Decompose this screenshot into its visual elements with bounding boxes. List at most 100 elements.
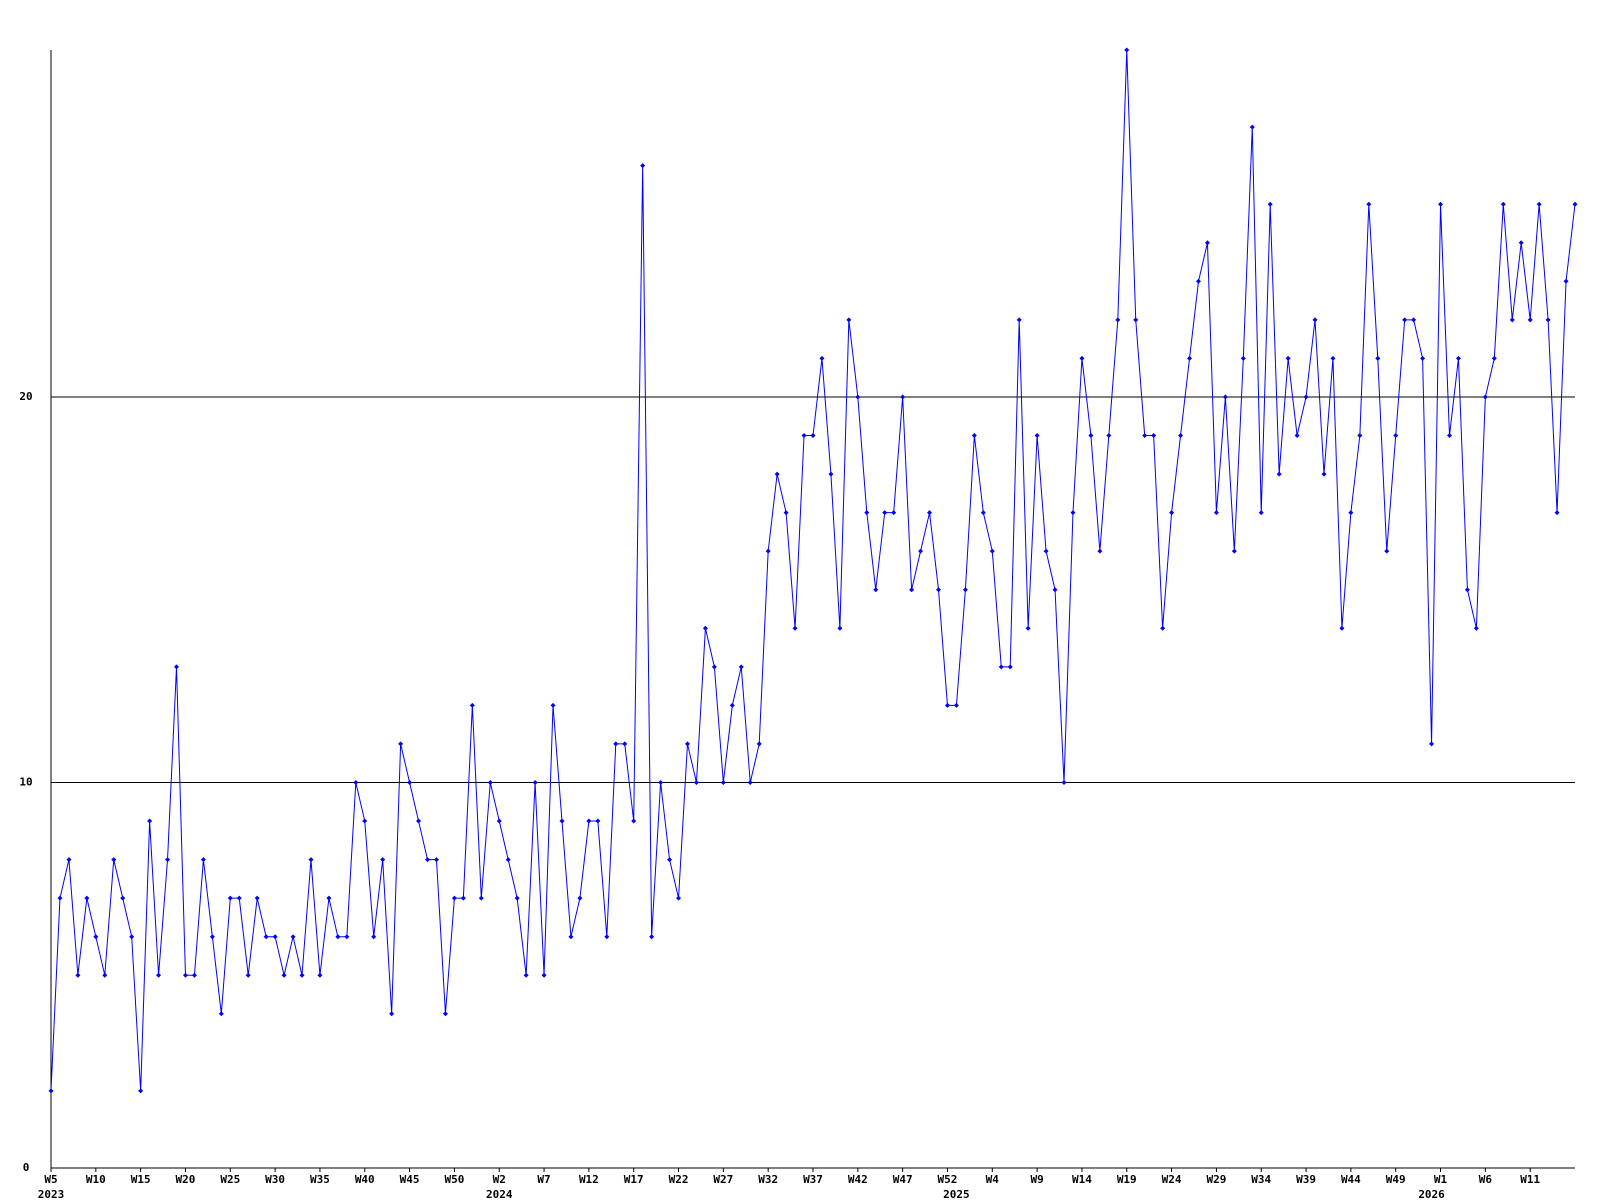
x-tick-label: W15 [131,1173,151,1186]
point [1151,433,1157,439]
point [1052,587,1058,593]
point [1258,510,1264,516]
x-tick-label: W25 [220,1173,240,1186]
point [1321,471,1327,477]
point [523,972,529,978]
point [801,433,807,439]
point [738,664,744,670]
point [290,934,296,940]
point [541,972,547,978]
point [442,1011,448,1017]
x-tick-label: W12 [579,1173,599,1186]
point [156,972,162,978]
x-year-label: 2023 [38,1188,65,1200]
point [927,510,933,516]
point [1249,124,1255,130]
point [953,702,959,708]
x-tick-label: W29 [1206,1173,1226,1186]
point [810,433,816,439]
point [1222,394,1228,400]
point [335,934,341,940]
point [1446,433,1452,439]
point [1294,433,1300,439]
point [1473,625,1479,631]
point [505,857,511,863]
point [649,934,655,940]
point [1545,317,1551,323]
point [1160,625,1166,631]
point [1429,741,1435,747]
x-year-label: 2025 [943,1188,970,1200]
x-tick-label: W34 [1251,1173,1271,1186]
point [308,857,314,863]
point [711,664,717,670]
point [1115,317,1121,323]
point [819,355,825,361]
point [299,972,305,978]
point [720,779,726,785]
x-tick-label: W49 [1386,1173,1406,1186]
point [326,895,332,901]
point [631,818,637,824]
point [747,779,753,785]
x-tick-label: W27 [713,1173,733,1186]
point [344,934,350,940]
point [980,510,986,516]
point [676,895,682,901]
point [989,548,995,554]
point [783,510,789,516]
point [460,895,466,901]
point [1106,433,1112,439]
x-tick-label: W4 [986,1173,1000,1186]
point [1563,278,1569,284]
point [577,895,583,901]
point [514,895,520,901]
x-tick-label: W1 [1434,1173,1448,1186]
point [1384,548,1390,554]
point [1016,317,1022,323]
x-tick-label: W6 [1479,1173,1493,1186]
point [1187,355,1193,361]
x-tick-label: W47 [893,1173,913,1186]
point [837,625,843,631]
x-tick-label: W22 [669,1173,689,1186]
point [667,857,673,863]
point [1572,201,1578,207]
point [1357,433,1363,439]
point [1375,355,1381,361]
point [1079,355,1085,361]
point [380,857,386,863]
x-year-label: 2026 [1418,1188,1445,1200]
point [1178,433,1184,439]
point [93,934,99,940]
point [1348,510,1354,516]
point [828,471,834,477]
point [1411,317,1417,323]
point [1240,355,1246,361]
x-year-label: 2024 [486,1188,513,1200]
series-line [50,49,1576,1091]
point [147,818,153,824]
x-tick-label: W5 [44,1173,57,1186]
point [550,702,556,708]
point [559,818,565,824]
point [622,741,628,747]
point [75,972,81,978]
point [478,895,484,901]
point [882,510,888,516]
point [1527,317,1533,323]
point [532,779,538,785]
point [1500,201,1506,207]
point [272,934,278,940]
y-tick-label: 10 [19,775,32,788]
point [1088,433,1094,439]
point [191,972,197,978]
x-tick-label: W11 [1520,1173,1540,1186]
point [1482,394,1488,400]
point [1034,433,1040,439]
point [918,548,924,554]
point [1061,779,1067,785]
point [756,741,762,747]
